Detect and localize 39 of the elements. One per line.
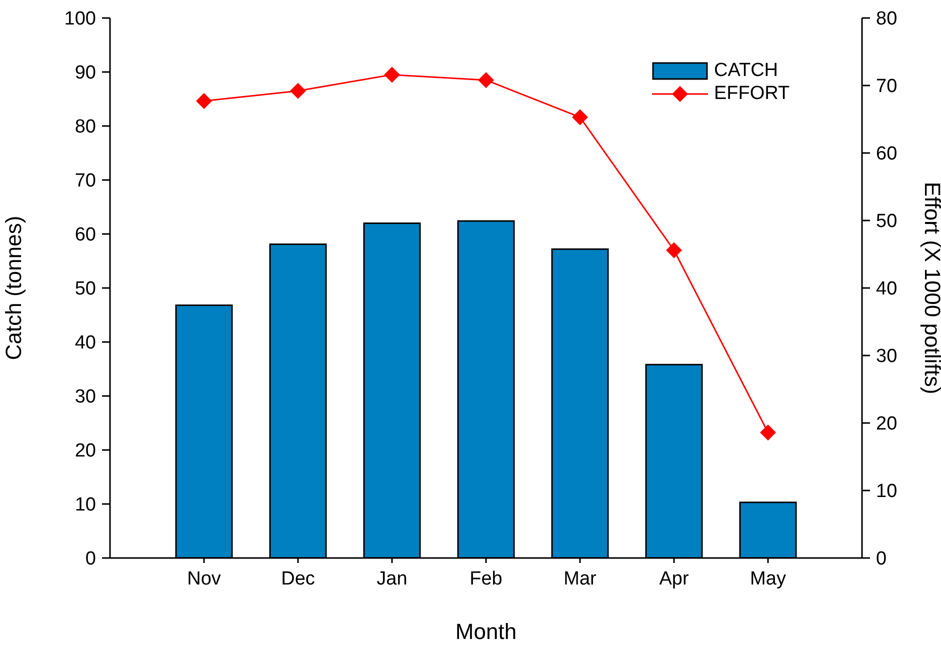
y2-tick-label: 60 bbox=[876, 144, 898, 165]
y-tick-label: 20 bbox=[74, 440, 96, 462]
point bbox=[196, 93, 212, 110]
x-tick-label: Feb bbox=[470, 568, 502, 590]
point bbox=[760, 424, 776, 440]
y2-tick-label: 70 bbox=[876, 76, 898, 98]
y-tick-label: 90 bbox=[74, 62, 96, 84]
y2-tick-label: 50 bbox=[876, 211, 898, 232]
y2-tick-label: 30 bbox=[876, 346, 898, 368]
point bbox=[666, 242, 682, 258]
y2-tick-label: 40 bbox=[876, 278, 898, 300]
y-tick-label: 30 bbox=[74, 386, 96, 408]
y-tick-label: 0 bbox=[85, 548, 96, 570]
x-tick-label: Nov bbox=[187, 568, 222, 590]
y2-tick-label: 0 bbox=[876, 548, 887, 570]
y-tick-label: 60 bbox=[74, 224, 96, 246]
y2-tick-label: 20 bbox=[876, 414, 898, 435]
y2-tick-label: 10 bbox=[876, 481, 898, 502]
x-axis-title: Month bbox=[455, 619, 517, 644]
y2-tick-label: 80 bbox=[876, 8, 898, 30]
y-tick-label: 10 bbox=[74, 494, 96, 516]
x-tick-label: Jan bbox=[376, 568, 408, 590]
y-tick-label: 100 bbox=[64, 8, 96, 30]
x-tick-label: Apr bbox=[659, 568, 690, 590]
point bbox=[384, 66, 400, 83]
y-tick-label: 50 bbox=[74, 278, 96, 300]
y-tick-label: 70 bbox=[74, 170, 96, 192]
y-tick-label: 40 bbox=[74, 332, 96, 354]
x-tick-label: Mar bbox=[564, 568, 598, 590]
point bbox=[478, 72, 494, 88]
y-axis-title: Catch (tonnes) bbox=[0, 216, 26, 360]
y2-axis-title: Effort (X 1000 potlifts) bbox=[920, 182, 941, 394]
legend-label: CATCH bbox=[714, 59, 778, 82]
point bbox=[572, 109, 588, 126]
point bbox=[290, 82, 306, 99]
x-tick-label: May bbox=[750, 568, 786, 590]
x-tick-label: Dec bbox=[281, 568, 315, 590]
legend-label: EFFORT bbox=[714, 82, 790, 105]
y-tick-label: 80 bbox=[74, 116, 96, 138]
